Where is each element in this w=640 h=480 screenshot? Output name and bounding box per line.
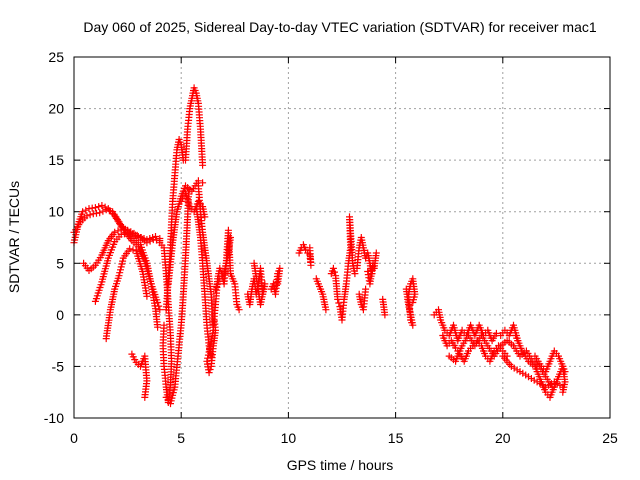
y-tick-label: 0 — [56, 307, 64, 323]
data-point — [160, 321, 168, 329]
y-tick-label: 20 — [48, 101, 64, 117]
data-point — [79, 208, 87, 216]
data-point — [492, 329, 500, 337]
data-point — [95, 203, 103, 211]
data-point — [362, 285, 370, 293]
x-tick-label: 5 — [177, 430, 185, 446]
data-point — [96, 209, 104, 217]
data-point — [99, 207, 107, 215]
data-point — [105, 207, 113, 215]
x-tick-label: 25 — [602, 430, 618, 446]
data-point — [98, 202, 106, 209]
data-point — [199, 161, 207, 169]
data-point — [127, 228, 135, 236]
data-point — [372, 249, 380, 257]
plot-frame — [73, 56, 611, 419]
data-point — [146, 237, 154, 245]
data-point — [329, 264, 337, 272]
data-point — [409, 299, 417, 306]
data-point — [334, 295, 342, 303]
data-point — [86, 211, 94, 219]
y-tick-label: 25 — [48, 49, 64, 65]
data-point — [206, 366, 214, 373]
data-point — [156, 306, 164, 314]
data-point — [154, 323, 162, 331]
y-tick-label: -5 — [52, 358, 65, 374]
grid-lines — [74, 57, 610, 418]
tick-labels: 0 5 10 15 20 25 -10 -5 0 5 10 15 20 25 — [44, 49, 618, 446]
x-axis-label: GPS time / hours — [287, 457, 394, 473]
data-point — [331, 268, 338, 276]
y-tick-label: 15 — [48, 152, 64, 168]
data-point — [274, 280, 282, 288]
y-tick-label: 10 — [48, 204, 64, 220]
data-point — [102, 206, 110, 214]
y-axis-label: SDTVAR / TECUs — [6, 181, 22, 293]
data-point — [129, 246, 137, 254]
data-point — [322, 306, 330, 314]
x-tick-label: 0 — [70, 430, 78, 446]
data-point — [207, 352, 215, 360]
data-point — [126, 245, 134, 253]
x-tick-label: 10 — [281, 430, 297, 446]
data-point — [141, 393, 149, 401]
data-point — [143, 239, 151, 247]
data-point — [115, 272, 123, 280]
y-tick-label: -10 — [44, 410, 64, 426]
data-point — [364, 268, 372, 275]
data-point — [83, 212, 91, 220]
chart-title: Day 060 of 2025, Sidereal Day-to-day VTE… — [83, 19, 596, 35]
data-point — [82, 206, 90, 214]
data-point — [201, 213, 209, 221]
x-tick-label: 20 — [495, 430, 511, 446]
data-point — [235, 306, 243, 314]
data-point — [111, 228, 119, 236]
data-point — [561, 368, 569, 376]
data-point — [91, 204, 99, 212]
data-point — [250, 259, 258, 267]
data-point — [351, 270, 359, 278]
data-point — [367, 266, 375, 274]
data-point — [335, 299, 343, 307]
y-tick-label: 5 — [56, 255, 64, 271]
data-point — [205, 369, 213, 377]
data-point — [143, 292, 151, 300]
data-point — [381, 311, 389, 319]
data-point — [227, 234, 234, 241]
data-point — [119, 257, 127, 265]
data-point — [199, 179, 207, 187]
data-point — [559, 383, 567, 391]
x-tick-label: 15 — [388, 430, 404, 446]
data-point — [114, 227, 122, 235]
data-point — [306, 244, 314, 252]
